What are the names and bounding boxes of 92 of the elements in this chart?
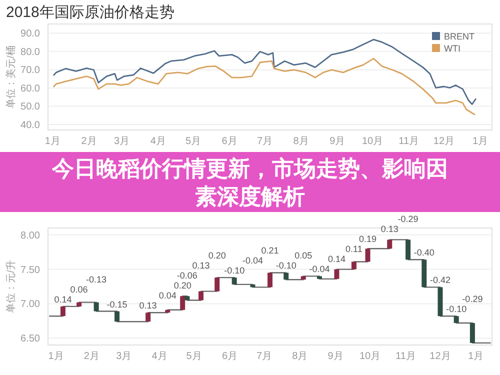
bar — [94, 302, 99, 312]
x-tick-label: 11月 — [398, 136, 420, 147]
data-label: 0.11 — [346, 244, 362, 254]
chart-title: 2018年国际原油价格走势 — [6, 4, 174, 21]
y-tick-label: 6.50 — [20, 334, 40, 345]
x-tick-label: 9月 — [330, 136, 346, 147]
data-label: -0.40 — [414, 248, 434, 258]
data-label: 0.20 — [208, 250, 226, 261]
bar — [438, 287, 443, 316]
x-tick-label: 8月 — [292, 351, 308, 362]
bar — [470, 322, 475, 343]
bar — [406, 240, 411, 260]
text: 今日晚稻价行情更新，市场走势、影响因素深度解析 — [51, 156, 448, 209]
data-label: 0.14 — [54, 294, 72, 304]
y-axis-title: 单位：美元/桶 — [5, 46, 17, 108]
x-tick-label: 1月 — [48, 351, 64, 362]
bar — [214, 278, 220, 292]
y-tick-label: 70.0 — [20, 65, 40, 76]
y-tick-label: 8.00 — [20, 230, 40, 242]
bar — [300, 276, 306, 280]
y-tick-label: 80.0 — [20, 46, 40, 58]
y-tick-label: 90.0 — [20, 28, 40, 40]
bar — [334, 269, 340, 279]
x-tick-label: 3月 — [114, 136, 130, 147]
bar — [250, 284, 256, 288]
bar — [165, 310, 170, 313]
x-tick-label: 2月 — [84, 351, 100, 362]
x-tick-label: 6月 — [222, 136, 238, 147]
legend-label: BRENT — [444, 32, 476, 42]
data-label: 0.14 — [328, 254, 346, 264]
x-tick-label: 10月 — [362, 136, 384, 147]
bar — [387, 240, 392, 249]
y-tick-label: 40.0 — [20, 120, 40, 132]
y-tick-label: 50.0 — [20, 102, 40, 113]
data-label: -0.15 — [106, 299, 128, 310]
bar — [351, 262, 356, 270]
data-label: -0.04 — [309, 264, 330, 274]
bar — [454, 316, 459, 323]
x-tick-label: 6月 — [222, 351, 238, 362]
bar — [316, 276, 322, 279]
data-label: 0.13 — [380, 224, 398, 234]
data-label: 0.20 — [174, 280, 192, 291]
x-tick-label: 5月 — [186, 351, 202, 362]
x-tick-label: 7月 — [256, 136, 273, 147]
data-label: 0.13 — [192, 260, 210, 271]
data-label: 0.19 — [359, 234, 377, 244]
x-tick-label: 11月 — [396, 351, 416, 362]
data-label: -0.42 — [430, 275, 450, 286]
x-tick-label: 4月 — [150, 136, 166, 147]
x-tick-label: 8月 — [293, 136, 309, 147]
bar — [76, 302, 82, 306]
y-axis-title: 单位：元/升 — [5, 260, 17, 313]
x-tick-label: 3月 — [116, 351, 132, 362]
x-tick-label: 1月 — [468, 351, 484, 362]
bar — [268, 272, 272, 288]
bar — [232, 278, 237, 284]
bar — [198, 291, 204, 300]
data-label: -0.10 — [276, 260, 296, 271]
x-tick-label: 12月 — [433, 136, 455, 147]
bar — [146, 312, 151, 322]
x-tick-label: 12月 — [430, 351, 451, 362]
data-label: -0.29 — [462, 294, 483, 304]
bar — [180, 296, 186, 310]
data-label: 0.04 — [158, 290, 176, 301]
y-tick-label: 7.50 — [20, 264, 40, 276]
x-tick-label: 4月 — [152, 351, 168, 362]
data-label: -0.29 — [398, 214, 418, 224]
bar — [184, 296, 190, 300]
bar — [422, 260, 427, 288]
bar — [60, 306, 66, 316]
data-label: 0.06 — [70, 284, 88, 294]
data-label: -0.04 — [242, 256, 264, 266]
y-tick-label: 60.0 — [20, 83, 40, 94]
data-label: 0.13 — [139, 300, 157, 311]
data-label: 0.05 — [294, 250, 312, 261]
data-label: -0.13 — [86, 274, 107, 284]
data-label: 0.21 — [261, 246, 279, 256]
x-tick-label: 1月 — [472, 136, 488, 147]
x-tick-label: 7月 — [256, 351, 272, 362]
bar — [365, 248, 370, 262]
x-tick-label: 2月 — [81, 136, 97, 147]
data-label: -0.10 — [224, 266, 245, 276]
y-tick-label: 7.00 — [20, 299, 40, 310]
x-tick-label: 1月 — [44, 136, 60, 147]
data-label: -0.10 — [446, 304, 467, 314]
bar — [114, 311, 120, 322]
x-tick-label: 5月 — [185, 136, 202, 147]
bar — [284, 272, 289, 280]
x-tick-label: 9月 — [328, 351, 344, 362]
x-tick-label: 10月 — [360, 351, 381, 362]
legend-label: WTI — [444, 44, 460, 54]
data-label: -0.06 — [176, 270, 198, 281]
